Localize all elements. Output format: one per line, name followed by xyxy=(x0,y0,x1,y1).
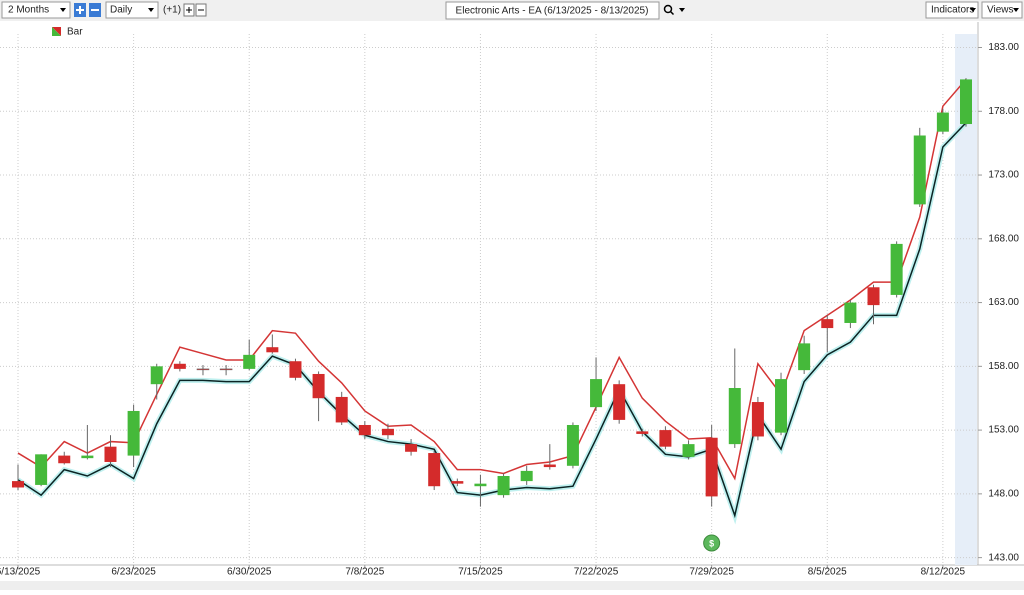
last-bar-highlight xyxy=(955,34,977,565)
candle-body xyxy=(219,368,233,371)
range-select[interactable] xyxy=(1,1,71,19)
candle-body xyxy=(682,444,695,457)
x-tick-label: 8/5/2025 xyxy=(808,567,847,578)
plus-icon xyxy=(76,6,84,14)
interval-select[interactable] xyxy=(105,1,159,19)
dropdown-arrow xyxy=(60,8,66,12)
candle-body xyxy=(35,454,48,485)
candle-body xyxy=(913,135,926,205)
y-tick-label: 183.00 xyxy=(988,42,1019,53)
indicators-text: Indicators xyxy=(931,5,974,16)
candle-body xyxy=(936,112,949,132)
candle-body xyxy=(960,79,972,125)
dropdown-arrow xyxy=(970,8,976,12)
candle-body xyxy=(196,368,210,371)
candle-body xyxy=(428,453,441,487)
candle-body xyxy=(543,464,556,468)
candle-body xyxy=(405,444,418,452)
candle-body xyxy=(613,384,626,420)
legend-swatch-up xyxy=(52,27,61,36)
dropdown-arrow xyxy=(679,8,685,12)
candle-body xyxy=(127,410,140,456)
candle-body xyxy=(520,470,533,482)
candle-body xyxy=(844,302,857,323)
dropdown-arrow xyxy=(148,8,154,12)
candle-body xyxy=(358,424,371,436)
y-tick-label: 158.00 xyxy=(988,361,1019,372)
event-marker xyxy=(703,534,721,552)
chart-title: Electronic Arts - EA (6/13/2025 - 8/13/2… xyxy=(456,6,649,17)
candle-body xyxy=(12,481,24,488)
search-icon[interactable] xyxy=(663,4,673,14)
views-button[interactable] xyxy=(981,1,1023,19)
candle-body xyxy=(451,481,464,484)
y-tick-label: 173.00 xyxy=(988,170,1019,181)
y-tick-label: 163.00 xyxy=(988,297,1019,308)
candle-body xyxy=(104,446,117,462)
event-marker-label: $ xyxy=(709,538,714,548)
indicator-line xyxy=(17,78,967,481)
scrollbar[interactable] xyxy=(0,581,1024,590)
symbol-box[interactable] xyxy=(445,1,660,20)
candle-body xyxy=(173,363,186,369)
candle-body xyxy=(497,476,510,496)
x-tick-label: 7/29/2025 xyxy=(689,567,734,578)
candle-body xyxy=(266,347,279,353)
y-tick-label: 178.00 xyxy=(988,106,1019,117)
candle-body xyxy=(636,431,649,434)
dropdown-arrow xyxy=(1013,8,1019,12)
indicators-button[interactable] xyxy=(925,1,979,19)
candle-body xyxy=(705,437,718,497)
x-tick-label: 7/15/2025 xyxy=(458,567,503,578)
candle-body xyxy=(590,379,603,408)
views-text: Views xyxy=(987,5,1014,16)
candle-body xyxy=(798,343,811,371)
candle-body xyxy=(474,483,487,487)
y-tick-label: 153.00 xyxy=(988,425,1019,436)
candle-body xyxy=(150,366,163,385)
offset-text: (+1) xyxy=(163,5,181,16)
interval-text: Daily xyxy=(110,5,132,16)
candle-body xyxy=(890,243,903,295)
candle-body xyxy=(775,379,788,433)
candle-body xyxy=(751,402,764,437)
candle-body xyxy=(58,455,71,464)
indicator-line xyxy=(17,122,967,519)
x-tick-label: 8/12/2025 xyxy=(921,567,966,578)
search-handle xyxy=(669,10,675,16)
x-tick-label: 6/13/2025 xyxy=(0,567,41,578)
candle-body xyxy=(867,287,880,306)
candle-body xyxy=(243,354,256,369)
range-text: 2 Months xyxy=(8,5,49,16)
x-tick-label: 7/22/2025 xyxy=(574,567,619,578)
y-tick-label: 143.00 xyxy=(988,552,1019,563)
candle-body xyxy=(81,455,94,459)
x-tick-label: 7/8/2025 xyxy=(345,567,384,578)
candle-body xyxy=(289,361,302,378)
candle-body xyxy=(659,430,672,447)
x-tick-label: 6/30/2025 xyxy=(227,567,272,578)
x-tick-label: 6/23/2025 xyxy=(111,567,156,578)
candle-body xyxy=(312,373,325,399)
candle-body xyxy=(381,428,394,436)
legend-label: Bar xyxy=(67,27,83,38)
y-tick-label: 168.00 xyxy=(988,233,1019,244)
plot-area: 143.00 148.00 153.00 158.00 163.00 168.00 173.… xyxy=(0,34,1019,578)
candle-body xyxy=(821,319,834,329)
plus-icon xyxy=(186,7,192,13)
y-tick-label: 148.00 xyxy=(988,488,1019,499)
candle-body xyxy=(728,388,741,445)
candle-body xyxy=(566,424,579,466)
candle-body xyxy=(335,396,348,423)
